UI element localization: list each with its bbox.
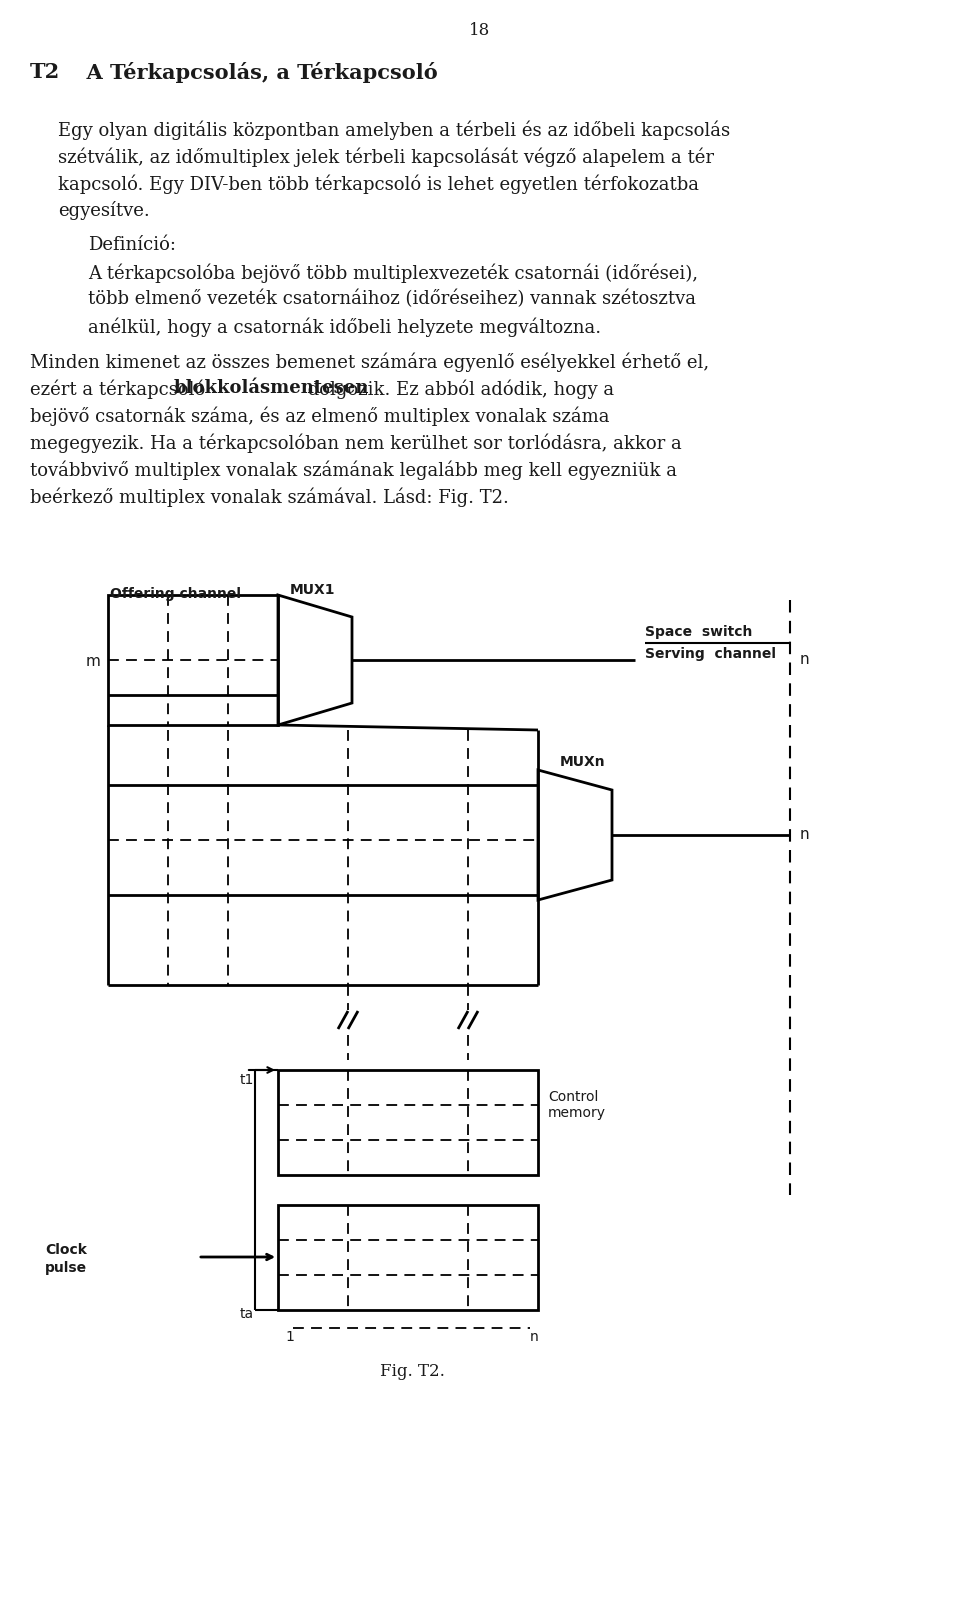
Text: Offering channel: Offering channel xyxy=(110,587,241,600)
Text: Definíció:: Definíció: xyxy=(88,236,176,254)
Bar xyxy=(278,1205,538,1311)
Text: bejövő csatornák száma, és az elmenő multiplex vonalak száma: bejövő csatornák száma, és az elmenő mul… xyxy=(30,406,610,426)
Text: A térkapcsolóba bejövő több multiplexvezeték csatornái (időrései),: A térkapcsolóba bejövő több multiplexvez… xyxy=(88,264,698,283)
Text: Serving  channel: Serving channel xyxy=(645,647,776,662)
Text: Control: Control xyxy=(548,1091,598,1103)
Text: memory: memory xyxy=(548,1107,606,1120)
Text: több elmenő vezeték csatornáihoz (időréseihez) vannak szétosztva: több elmenő vezeték csatornáihoz (időrés… xyxy=(88,290,696,309)
Text: 18: 18 xyxy=(469,23,491,39)
Text: Minden kimenet az összes bemenet számára egyenlő esélyekkel érhető el,: Minden kimenet az összes bemenet számára… xyxy=(30,353,709,372)
Text: A Térkapcsolás, a Térkapcsoló: A Térkapcsolás, a Térkapcsoló xyxy=(72,61,438,83)
Text: m: m xyxy=(86,654,101,668)
Text: blokkolásmentesen: blokkolásmentesen xyxy=(174,379,370,396)
Text: dolgozik. Ez abból adódik, hogy a: dolgozik. Ez abból adódik, hogy a xyxy=(301,379,613,398)
Text: n: n xyxy=(530,1330,539,1345)
Text: t1: t1 xyxy=(240,1073,254,1087)
Text: megegyezik. Ha a térkapcsolóban nem kerülhet sor torlódásra, akkor a: megegyezik. Ha a térkapcsolóban nem kerü… xyxy=(30,434,682,453)
Text: továbbvivő multiplex vonalak számának legalább meg kell egyezniük a: továbbvivő multiplex vonalak számának le… xyxy=(30,460,677,479)
Text: n: n xyxy=(800,652,809,667)
Text: Space  switch: Space switch xyxy=(645,625,753,639)
Text: kapcsoló. Egy DIV-ben több térkapcsoló is lehet egyetlen térfokozatba: kapcsoló. Egy DIV-ben több térkapcsoló i… xyxy=(58,175,699,194)
Text: beérkező multiplex vonalak számával. Lásd: Fig. T2.: beérkező multiplex vonalak számával. Lás… xyxy=(30,487,509,506)
Text: ta: ta xyxy=(240,1307,254,1320)
Text: MUX1: MUX1 xyxy=(290,582,335,597)
Text: pulse: pulse xyxy=(45,1260,87,1275)
Text: 1: 1 xyxy=(285,1330,294,1345)
Bar xyxy=(278,1069,538,1175)
Text: egyesítve.: egyesítve. xyxy=(58,201,150,220)
Bar xyxy=(108,595,278,725)
Text: Clock: Clock xyxy=(45,1243,86,1257)
Text: Fig. T2.: Fig. T2. xyxy=(380,1362,444,1380)
Text: Egy olyan digitális központban amelyben a térbeli és az időbeli kapcsolás: Egy olyan digitális központban amelyben … xyxy=(58,120,731,139)
Text: anélkül, hogy a csatornák időbeli helyzete megváltozna.: anélkül, hogy a csatornák időbeli helyze… xyxy=(88,317,601,337)
Text: szétválik, az időmultiplex jelek térbeli kapcsolását végző alapelem a tér: szétválik, az időmultiplex jelek térbeli… xyxy=(58,147,714,167)
Text: ezért a térkapcsoló: ezért a térkapcsoló xyxy=(30,379,211,398)
Text: T2: T2 xyxy=(30,61,60,83)
Text: n: n xyxy=(800,827,809,841)
Text: MUXn: MUXn xyxy=(560,756,606,769)
